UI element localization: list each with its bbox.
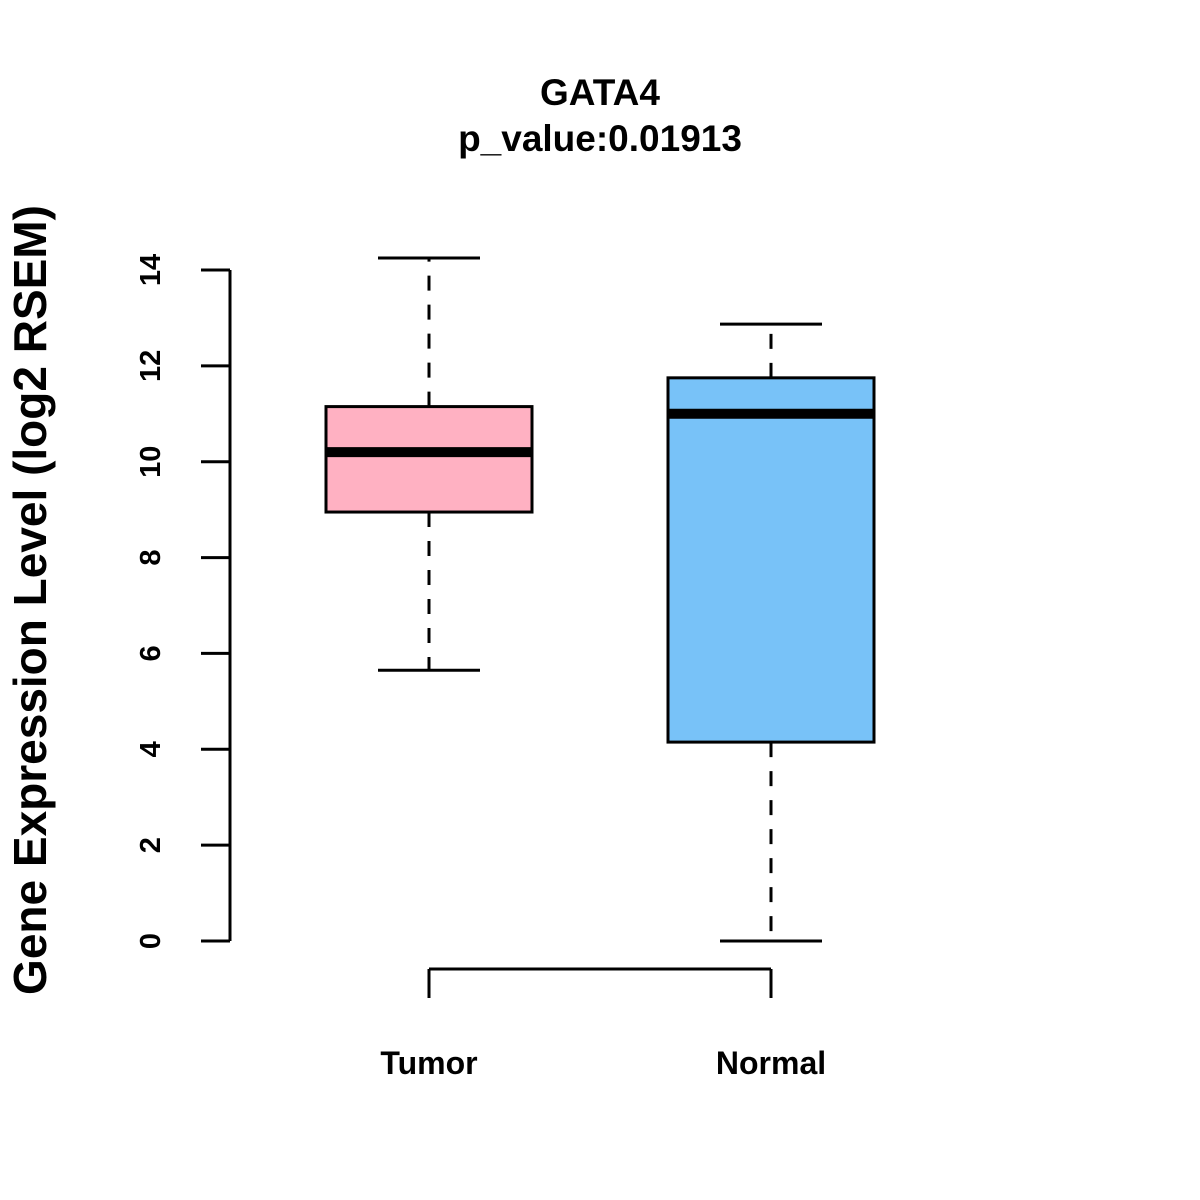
y-tick-label-12: 12 (135, 350, 167, 382)
y-tick-label-6: 6 (135, 645, 167, 661)
y-tick-label-2: 2 (135, 837, 167, 853)
x-category-label-normal: Normal (716, 1045, 826, 1081)
y-tick-label-14: 14 (135, 254, 167, 286)
tumor-box (324, 405, 534, 514)
normal-box (666, 376, 876, 744)
chart-subtitle: p_value:0.01913 (458, 118, 742, 159)
chart-title: GATA4 (540, 72, 660, 113)
y-axis-label: Gene Expression Level (log2 RSEM) (4, 205, 56, 995)
x-category-label-tumor: Tumor (380, 1045, 477, 1081)
y-tick-label-0: 0 (135, 933, 167, 949)
y-tick-label-8: 8 (135, 550, 167, 566)
y-tick-label-10: 10 (135, 446, 167, 478)
y-tick-label-4: 4 (135, 741, 167, 757)
